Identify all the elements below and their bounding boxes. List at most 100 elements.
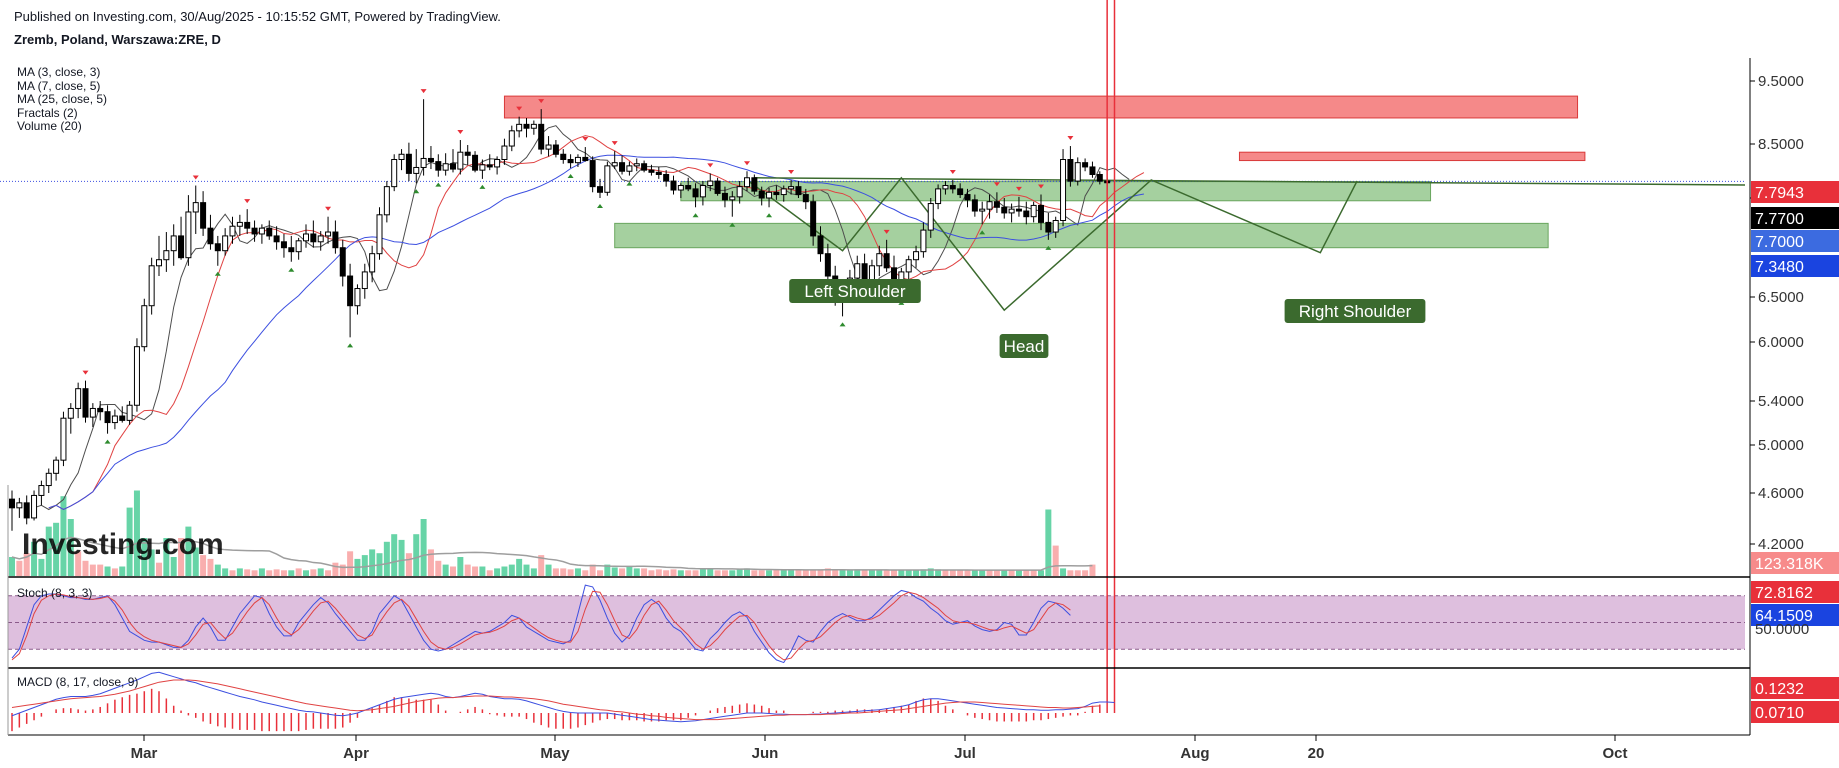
volume-bar (891, 570, 897, 576)
fractal-down-marker (729, 222, 736, 227)
volume-bar (692, 570, 699, 576)
resistance-zone-0 (503, 95, 1579, 119)
candle-body (38, 485, 45, 496)
volume-bar (560, 568, 567, 576)
volume-bar (582, 570, 589, 576)
volume-bar (766, 570, 773, 576)
volume-bar (214, 564, 221, 576)
candle-body (126, 404, 133, 421)
volume-bar (192, 547, 199, 576)
moving-averages (33, 125, 1145, 511)
volume-bar (729, 570, 736, 576)
volume-bar (986, 570, 993, 576)
volume-bar (927, 568, 934, 576)
volume-bar (332, 562, 339, 576)
fractal-up-marker (420, 89, 427, 94)
investing-watermark: Investing.com (22, 528, 224, 561)
fractal-up-marker (582, 137, 589, 142)
candle-body (104, 411, 111, 424)
volume-bar (1045, 509, 1052, 576)
legend-item-fractals[interactable]: Fractals (2) (17, 105, 78, 120)
candle-body (486, 164, 493, 168)
macd-line (11, 671, 1115, 723)
candle-body (427, 157, 434, 163)
candle-body (170, 235, 177, 252)
volume-bar (288, 570, 295, 576)
candle-body (229, 225, 236, 237)
volume-bar (45, 526, 52, 576)
candle-body (574, 156, 581, 164)
volume-bar (391, 534, 398, 576)
candle-body (964, 194, 971, 201)
volume-bar (398, 539, 405, 576)
volume-bar (530, 568, 537, 576)
time-tick-label: Oct (1602, 745, 1627, 762)
fractal-up-marker (1015, 186, 1022, 191)
candle-body (979, 208, 986, 212)
candle-body (648, 169, 655, 173)
volume-bar (442, 564, 449, 576)
volume-bar (494, 568, 501, 576)
fractal-markers (82, 89, 1074, 444)
volume-bar (222, 568, 229, 576)
candle-body (935, 188, 942, 205)
candle-body (192, 202, 199, 213)
head-and-shoulders-outline (746, 176, 1358, 312)
candle-body (788, 186, 795, 190)
volume-bar (868, 570, 875, 576)
volume-bar (141, 538, 148, 576)
volume-bar (170, 557, 177, 576)
volume-bar (670, 569, 677, 576)
volume-bar (126, 507, 133, 576)
legend-item-volume[interactable]: Volume (20) (17, 119, 82, 133)
volume-bar (1060, 568, 1067, 576)
candle-body (758, 190, 765, 199)
fractal-up-marker (949, 169, 956, 174)
candle-body (133, 346, 140, 406)
candle-body (1045, 221, 1052, 233)
fractal-up-marker (707, 163, 714, 168)
legend-item-ma-7[interactable]: MA (7, close, 5) (17, 78, 101, 93)
fractal-down-marker (214, 271, 221, 276)
legend-item-ma-3[interactable]: MA (3, close, 3) (17, 65, 101, 79)
candle-body (45, 472, 52, 487)
volume-bar (685, 570, 692, 576)
candle-body (1060, 159, 1067, 222)
candle-body (626, 165, 633, 172)
volume-bar (626, 566, 633, 576)
volume-bar (846, 570, 853, 576)
volume-bar (802, 570, 809, 576)
fractal-down-marker (479, 184, 486, 189)
volume-bar (913, 570, 920, 576)
candle-body (148, 265, 155, 307)
volume-bar (251, 570, 258, 576)
volume-bar (369, 549, 376, 576)
volume-bar (1001, 570, 1008, 576)
price-badge (1751, 230, 1839, 252)
volume-bar (979, 570, 986, 576)
candle-body (472, 154, 479, 171)
candle-body (1023, 210, 1030, 218)
volume-bar (1015, 570, 1022, 576)
volume-bar (1030, 570, 1037, 576)
fractal-up-marker (192, 175, 199, 180)
candle-body (993, 201, 1000, 208)
candle-body (817, 235, 824, 255)
volume-bar (310, 569, 317, 576)
fractal-down-marker (1045, 245, 1052, 250)
candle-body (391, 159, 398, 188)
volume-bar (104, 566, 111, 576)
candle-body (273, 235, 280, 243)
legend-item-ma-25[interactable]: MA (25, close, 5) (17, 92, 108, 106)
volume-bar (435, 560, 442, 576)
indicator-legend: MA (3, close, 3) MA (7, close, 5) MA (25… (17, 65, 108, 134)
volume-bar (133, 490, 140, 576)
neckline (754, 177, 1746, 186)
candle-body (824, 253, 831, 277)
candle-body (97, 407, 104, 413)
volume-bar (1008, 570, 1015, 576)
candle-body (677, 185, 684, 191)
fractal-up-marker (82, 370, 89, 375)
time-tick-label: 20 (1308, 745, 1325, 762)
